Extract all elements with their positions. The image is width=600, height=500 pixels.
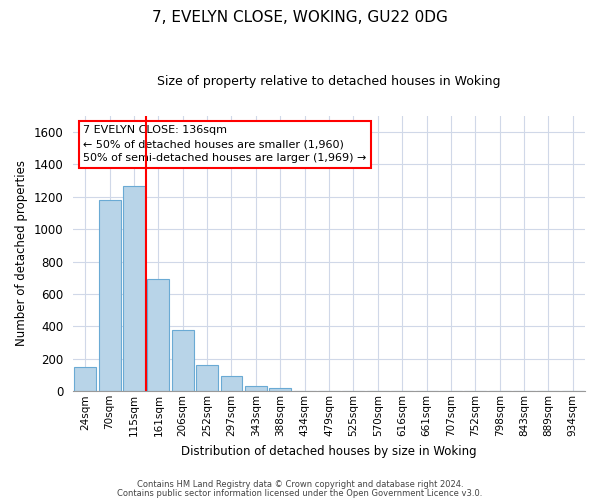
Title: Size of property relative to detached houses in Woking: Size of property relative to detached ho… bbox=[157, 75, 501, 88]
Bar bbox=[269, 388, 291, 392]
Bar bbox=[98, 200, 121, 392]
Y-axis label: Number of detached properties: Number of detached properties bbox=[15, 160, 28, 346]
Bar bbox=[245, 386, 267, 392]
Bar bbox=[172, 330, 194, 392]
Text: 7, EVELYN CLOSE, WOKING, GU22 0DG: 7, EVELYN CLOSE, WOKING, GU22 0DG bbox=[152, 10, 448, 25]
X-axis label: Distribution of detached houses by size in Woking: Distribution of detached houses by size … bbox=[181, 444, 477, 458]
Text: Contains public sector information licensed under the Open Government Licence v3: Contains public sector information licen… bbox=[118, 490, 482, 498]
Bar bbox=[123, 186, 145, 392]
Bar bbox=[74, 367, 96, 392]
Bar bbox=[221, 376, 242, 392]
Bar bbox=[196, 366, 218, 392]
Text: Contains HM Land Registry data © Crown copyright and database right 2024.: Contains HM Land Registry data © Crown c… bbox=[137, 480, 463, 489]
Bar bbox=[148, 280, 169, 392]
Text: 7 EVELYN CLOSE: 136sqm
← 50% of detached houses are smaller (1,960)
50% of semi-: 7 EVELYN CLOSE: 136sqm ← 50% of detached… bbox=[83, 125, 367, 163]
